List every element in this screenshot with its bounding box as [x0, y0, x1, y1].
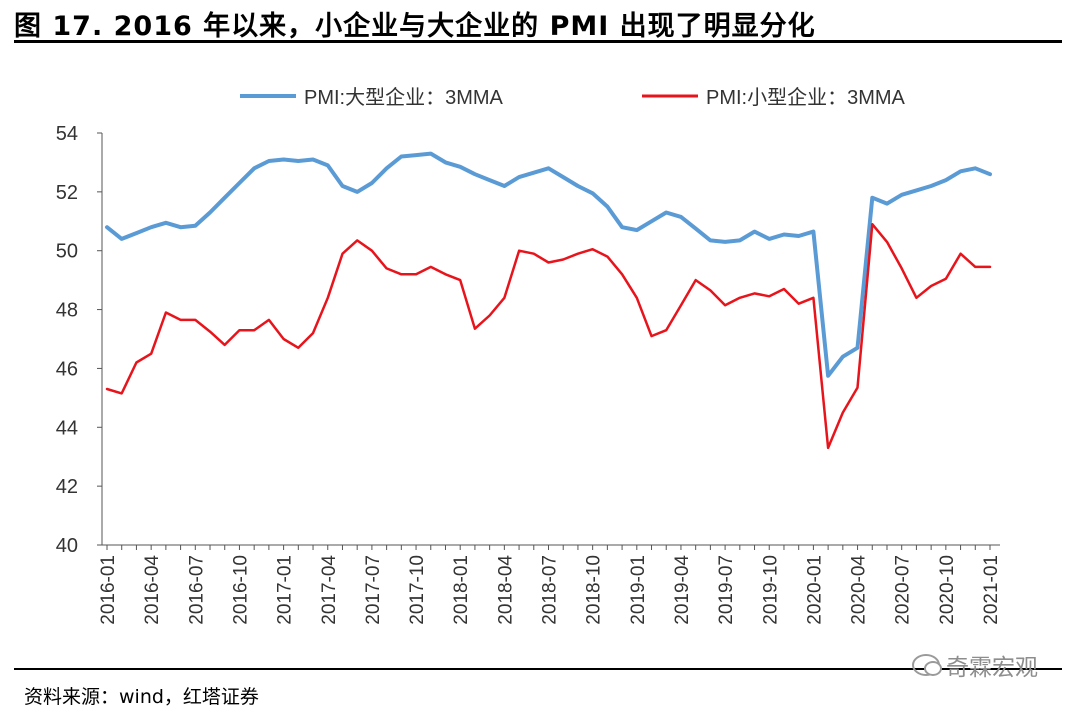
x-tick-label: 2016-01 [98, 555, 119, 625]
x-tick-label: 2019-07 [716, 555, 737, 625]
y-tick-label: 44 [56, 417, 78, 439]
series-line-large [105, 151, 992, 378]
y-tick-label: 54 [56, 123, 78, 145]
x-tick-label: 2018-10 [584, 555, 605, 625]
legend-label-small: PMI:小型企业：3MMA [706, 86, 906, 109]
y-axis: 40 42 44 46 48 50 52 54 [56, 123, 103, 557]
x-tick-label: 2017-04 [319, 555, 340, 625]
bottom-rule [14, 668, 1062, 670]
series-lines [105, 151, 992, 450]
x-tick-label: 2020-07 [893, 555, 914, 625]
legend-label-large: PMI:大型企业：3MMA [304, 86, 504, 109]
x-tick-label: 2018-01 [451, 555, 472, 625]
figure-title: 图 17. 2016 年以来，小企业与大企业的 PMI 出现了明显分化 [14, 11, 816, 42]
y-tick-label: 42 [56, 476, 78, 498]
x-tick-label: 2016-10 [230, 555, 251, 625]
x-tick-label: 2020-04 [849, 555, 870, 625]
y-tick-label: 48 [56, 300, 78, 322]
x-tick-label: 2018-04 [495, 555, 516, 625]
legend: PMI:大型企业：3MMA PMI:小型企业：3MMA [240, 86, 906, 109]
x-tick-label: 2020-10 [937, 555, 958, 625]
x-tick-label: 2017-10 [407, 555, 428, 625]
y-tick-label: 40 [56, 535, 78, 557]
source-note: 资料来源：wind，红塔证券 [24, 686, 259, 708]
x-tick-label: 2016-04 [142, 555, 163, 625]
x-tick-label: 2021-01 [981, 555, 1002, 625]
watermark-text: 奇霖宏观 [946, 655, 1038, 681]
x-axis: 2016-01 2016-04 2016-07 2016-10 2017-01 2017-… [98, 544, 1002, 625]
x-tick-label: 2016-07 [186, 555, 207, 625]
x-tick-label: 2018-07 [540, 555, 561, 625]
watermark: 奇霖宏观 [912, 648, 1038, 682]
x-tick-label: 2017-01 [275, 555, 296, 625]
wechat-icon [912, 654, 942, 676]
x-tick-label: 2017-07 [363, 555, 384, 625]
top-rule [14, 40, 1062, 43]
y-tick-label: 50 [56, 241, 78, 263]
x-tick-label: 2019-04 [672, 555, 693, 625]
y-tick-label: 52 [56, 182, 78, 204]
x-tick-label: 2020-01 [804, 555, 825, 625]
y-tick-label: 46 [56, 358, 78, 380]
series-line-small [105, 222, 992, 450]
x-tick-label: 2019-01 [628, 555, 649, 625]
x-tick-label: 2019-10 [760, 555, 781, 625]
